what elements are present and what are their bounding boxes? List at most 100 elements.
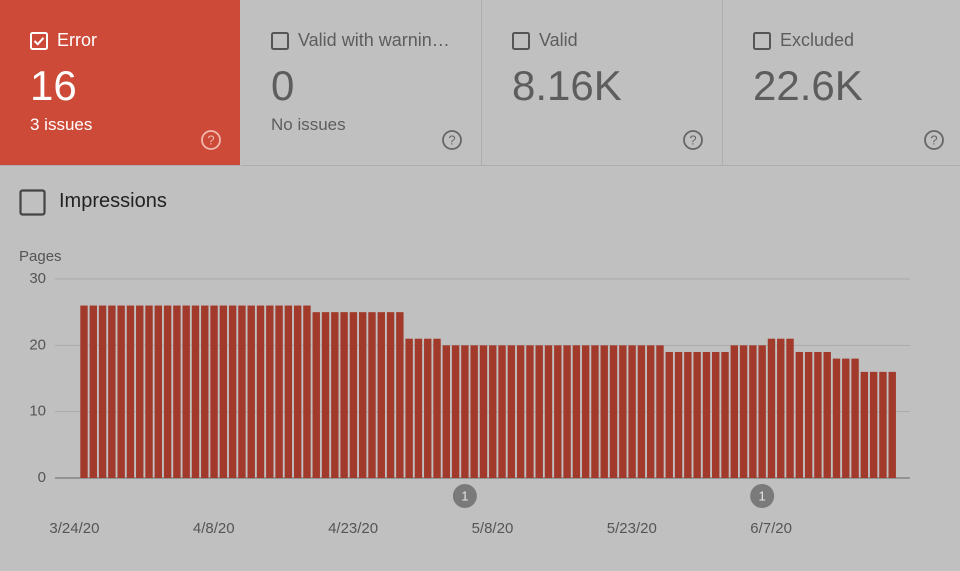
bar [498,345,506,478]
bar [758,345,766,478]
bar [507,345,516,478]
bar [842,358,850,478]
bar [795,351,804,478]
bar [786,338,794,478]
bar [470,345,478,478]
bar [832,358,841,478]
help-icon[interactable]: ? [923,129,945,156]
svg-text:?: ? [689,132,696,147]
card-value: 22.6K [753,62,863,109]
card-label: Excluded [780,30,855,50]
bar [804,351,813,478]
bar [126,305,135,478]
status-card[interactable]: Valid 8.16K? [482,0,723,166]
x-tick-label: 6/7/20 [750,520,792,537]
status-card[interactable]: Valid with warnin… 0 No issues? [241,0,482,166]
bar [702,351,711,478]
y-axis-label: Pages [19,248,62,265]
status-card[interactable]: Excluded 22.6K? [723,0,960,166]
y-tick-label: 10 [29,403,46,420]
bar [684,351,692,478]
bar [145,305,153,478]
bar [414,338,423,478]
bar [516,345,525,478]
bar [479,345,488,478]
bar [600,345,608,478]
bar [247,305,255,478]
annotation-label: 1 [461,488,468,503]
svg-text:?: ? [448,132,455,147]
bar [89,305,97,478]
bar [321,312,330,478]
bar [730,345,738,478]
y-tick-label: 30 [29,270,46,287]
bar [628,345,636,478]
bar [665,351,673,478]
bar [98,305,107,478]
checkbox [753,32,771,55]
bar [191,305,200,478]
checkbox [271,32,289,55]
bar [656,345,664,478]
bar [851,358,859,478]
card-label: Error [57,30,97,50]
bar [424,338,432,478]
annotation-marker [750,484,775,508]
help-icon[interactable]: ? [441,129,463,156]
bar [219,305,228,478]
bar [749,345,757,478]
card-value: 16 [30,62,77,109]
help-icon[interactable]: ? [682,129,704,156]
checkbox [30,32,48,55]
x-tick-label: 5/8/20 [472,520,514,537]
bar [368,312,376,478]
x-tick-label: 4/8/20 [193,520,235,537]
bar [674,351,683,478]
bar [293,305,302,478]
x-tick-label: 5/23/20 [607,520,657,537]
bar [609,345,618,478]
bar [637,345,646,478]
x-tick-label: 3/24/20 [49,520,99,537]
checkbox[interactable] [19,189,46,216]
card-value: 0 [271,62,295,109]
bar [712,351,720,478]
card-label: Valid [539,30,578,50]
bar [108,305,116,478]
card-label: Valid with warnin… [298,30,450,50]
bar [80,305,88,478]
checkbox [512,32,530,55]
bar [451,345,460,478]
bar [777,338,785,478]
bar [386,312,395,478]
y-tick-label: 20 [29,336,46,353]
bar [554,345,562,478]
status-card[interactable]: Error 16 3 issues? [0,0,240,166]
bar [544,345,553,478]
bar [201,305,209,478]
bar [526,345,534,478]
bar [303,305,311,478]
card-subtitle: 3 issues [30,115,93,134]
bar [331,312,339,478]
help-icon[interactable]: ? [200,129,222,156]
bar [489,345,497,478]
bar [163,305,172,478]
bar [721,351,729,478]
bar [256,305,265,478]
bar [396,312,404,478]
bar [284,305,293,478]
bar [210,305,218,478]
bar [563,345,571,478]
bar [312,312,320,478]
bar [814,351,822,478]
bar [860,371,869,478]
svg-text:?: ? [207,132,214,147]
svg-text:?: ? [930,132,937,147]
bar [591,345,599,478]
toggle-label[interactable]: Impressions [59,190,167,212]
card-subtitle: No issues [271,115,346,134]
bar [349,312,358,478]
annotation-label: 1 [759,488,766,503]
